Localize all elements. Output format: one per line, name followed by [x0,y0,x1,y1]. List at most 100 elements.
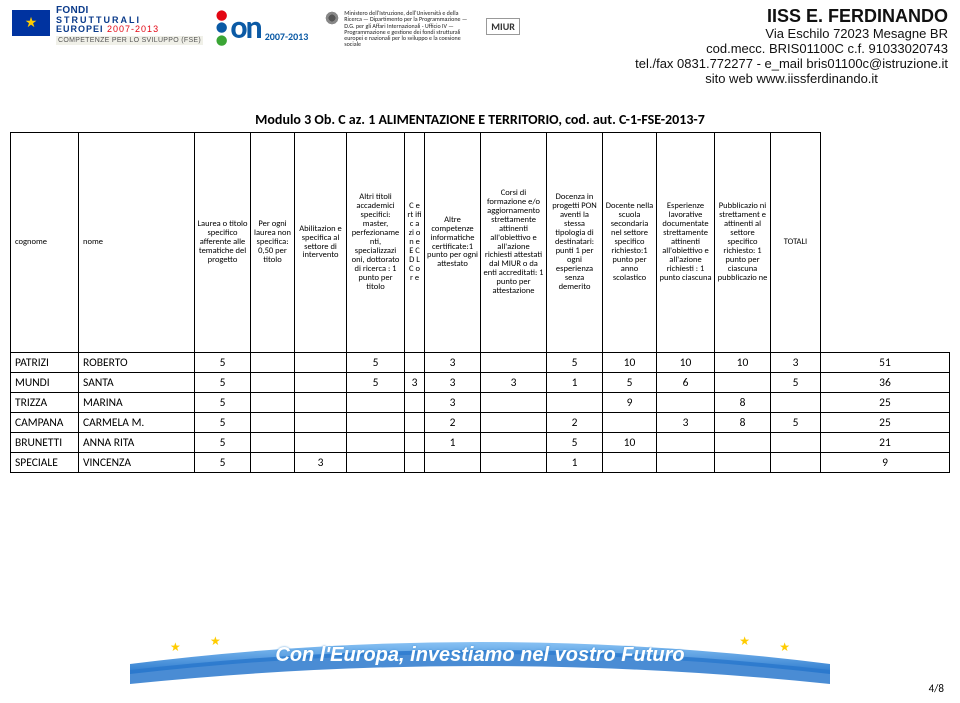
cell-score: 5 [771,413,821,433]
cell-score [657,393,715,413]
pon-year: 2007-2013 [265,30,309,43]
cell-total: 25 [821,413,950,433]
col-criterio: Pubblicazio ni strettament e attinenti a… [715,133,771,353]
col-criterio: Docente nella scuola secondaria nel sett… [603,133,657,353]
school-website: sito web www.iissferdinando.it [635,72,948,87]
cell-score [481,393,547,413]
page-number: 4/8 [929,682,944,695]
cell-score [251,433,295,453]
cell-total: 9 [821,453,950,473]
scores-table: cognomenomeLaurea o titolo specifico aff… [10,132,950,473]
footer-banner-text: Con l'Europa, investiamo nel vostro Futu… [275,644,684,667]
cell-score [481,413,547,433]
cell-score [603,413,657,433]
cell-score: 5 [195,413,251,433]
cell-score [295,393,347,413]
cell-score: 3 [771,353,821,373]
fondi-line3: EUROPEI [56,24,104,34]
header-left-logos: ★ FONDI STRUTTURALI EUROPEI 2007-2013 CO… [12,6,520,48]
cell-score [425,453,481,473]
cell-score [405,393,425,413]
cell-score [481,353,547,373]
cell-score [715,373,771,393]
cell-score [251,353,295,373]
cell-score: 10 [603,353,657,373]
cell-score [715,453,771,473]
cell-score: 5 [347,353,405,373]
cell-cognome: TRIZZA [11,393,79,413]
cell-score: 5 [195,453,251,473]
document-title: Modulo 3 Ob. C az. 1 ALIMENTAZIONE E TER… [0,111,960,128]
table-header-row: cognomenomeLaurea o titolo specifico aff… [11,133,950,353]
col-totali: TOTALI [771,133,821,353]
star-icon: ★ [210,634,221,649]
cell-score: 10 [715,353,771,373]
fondi-subtitle: COMPETENZE PER LO SVILUPPO (FSE) [56,36,203,45]
table-row: TRIZZAMARINA539825 [11,393,950,413]
cell-cognome: MUNDI [11,373,79,393]
cell-score: 3 [425,353,481,373]
cell-score [603,453,657,473]
table-row: BRUNETTIANNA RITA5151021 [11,433,950,453]
cell-total: 51 [821,353,950,373]
cell-score [657,433,715,453]
school-info: IISS E. FERDINANDO Via Eschilo 72023 Mes… [635,6,948,86]
cell-score: 9 [603,393,657,413]
cell-nome: CARMELA M. [79,413,195,433]
cell-score: 1 [425,433,481,453]
cell-score: 10 [603,433,657,453]
cell-score: 5 [195,373,251,393]
school-contact: tel./fax 0831.772277 - e_mail bris01100c… [635,57,948,72]
col-criterio: Altre competenze informatiche certificat… [425,133,481,353]
cell-score: 5 [195,393,251,413]
cell-nome: SANTA [79,373,195,393]
cell-score: 2 [425,413,481,433]
col-criterio: Corsi di formazione e/o aggiornamento st… [481,133,547,353]
star-icon: ★ [170,640,181,655]
col-criterio: Abilitazion e specifica al settore di in… [295,133,347,353]
fondi-strutturali-logo: FONDI STRUTTURALI EUROPEI 2007-2013 COMP… [56,6,203,45]
cell-score [347,433,405,453]
cell-score: 10 [657,353,715,373]
cell-cognome: PATRIZI [11,353,79,373]
page-header: ★ FONDI STRUTTURALI EUROPEI 2007-2013 CO… [0,0,960,105]
cell-score: 5 [347,373,405,393]
cell-score: 1 [547,453,603,473]
cell-score: 3 [657,413,715,433]
star-icon: ★ [739,634,750,649]
cell-score: 3 [481,373,547,393]
cell-cognome: BRUNETTI [11,433,79,453]
table-row: CAMPANACARMELA M.52238525 [11,413,950,433]
cell-score: 5 [195,353,251,373]
cell-score: 3 [425,373,481,393]
cell-score: 1 [547,373,603,393]
cell-score [295,373,347,393]
cell-score [347,413,405,433]
col-criterio: Per ogni laurea non specifica: 0,50 per … [251,133,295,353]
cell-score: 5 [547,433,603,453]
col-criterio: C e rt ifi c a zi o n e E C D L C o r e [405,133,425,353]
cell-score: 5 [603,373,657,393]
cell-nome: MARINA [79,393,195,413]
cell-score [481,453,547,473]
cell-score [405,413,425,433]
table-row: PATRIZIROBERTO5535101010351 [11,353,950,373]
cell-cognome: CAMPANA [11,413,79,433]
col-nome: nome [79,133,195,353]
cell-score: 5 [195,433,251,453]
cell-nome: VINCENZA [79,453,195,473]
cell-score: 5 [771,373,821,393]
cell-total: 36 [821,373,950,393]
col-criterio: Esperienze lavorative documentate strett… [657,133,715,353]
cell-score [251,373,295,393]
table-row: SPECIALEVINCENZA5319 [11,453,950,473]
cell-score: 8 [715,393,771,413]
school-address: Via Eschilo 72023 Mesagne BR [635,27,948,42]
pon-logo: ●●● on 2007-2013 [215,8,308,47]
cell-score [251,453,295,473]
fondi-years: 2007-2013 [107,24,159,34]
cell-score [405,433,425,453]
cell-score [295,413,347,433]
ministero-block: Ministero dell'Istruzione, dell'Universi… [324,10,474,48]
cell-score: 8 [715,413,771,433]
